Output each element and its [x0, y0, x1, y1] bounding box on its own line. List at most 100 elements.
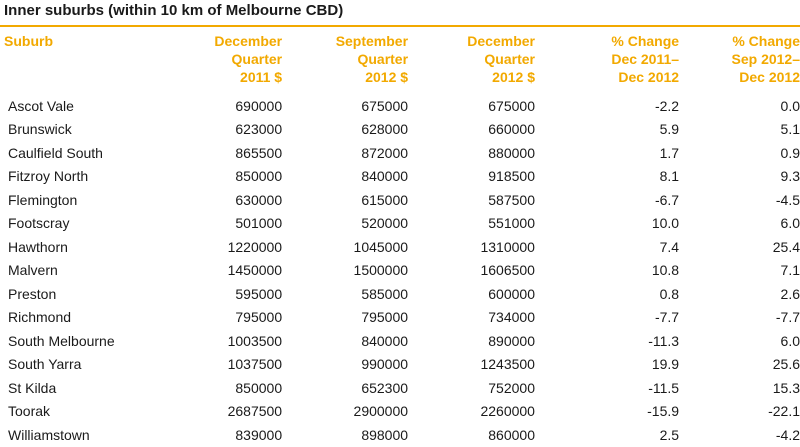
value-cell: 1003500	[227, 332, 283, 349]
table-row: Williamstown 839000 898000 860000 2.5 -4.2	[0, 423, 800, 447]
table-row: Malvern 1450000 1500000 1606500 10.8 7.1	[0, 259, 800, 283]
value-cell: -4.5	[775, 191, 800, 208]
suburb-cell: Ascot Vale	[8, 97, 74, 114]
suburb-cell: Preston	[8, 285, 57, 302]
value-cell: 690000	[235, 97, 283, 114]
value-cell: 1243500	[480, 356, 535, 373]
value-cell: 860000	[488, 426, 535, 443]
value-cell: 19.9	[651, 356, 680, 373]
value-cell: 839000	[235, 426, 283, 443]
suburb-cell: Caulfield South	[8, 144, 103, 161]
value-cell: 9.3	[780, 168, 800, 185]
value-cell: -4.2	[775, 426, 800, 443]
table-row: South Melbourne 1003500 840000 890000 -11.3 6…	[0, 329, 800, 353]
suburb-cell: Fitzroy North	[8, 168, 89, 185]
value-cell: 10.8	[651, 262, 680, 279]
value-cell: 5.1	[780, 121, 800, 138]
value-cell: 734000	[488, 309, 535, 326]
suburb-cell: St Kilda	[8, 379, 57, 396]
table-row: Caulfield South 865500 872000 880000 1.7 0.9	[0, 141, 800, 165]
value-cell: 1310000	[480, 238, 535, 255]
value-cell: -6.7	[654, 191, 680, 208]
value-cell: 0.8	[659, 285, 680, 302]
value-cell: 660000	[488, 121, 535, 138]
suburb-cell: Footscray	[8, 215, 70, 232]
header-line: 2012 $	[492, 69, 535, 85]
value-cell: 520000	[361, 215, 409, 232]
value-cell: 795000	[235, 309, 283, 326]
value-cell: 7.1	[780, 262, 800, 279]
header-line: September	[335, 33, 409, 49]
value-cell: -11.5	[648, 379, 680, 396]
value-cell: 551000	[488, 215, 535, 232]
header-dec-2011: December Quarter 2011 $	[171, 32, 282, 94]
value-cell: 630000	[235, 191, 283, 208]
value-cell: 880000	[488, 144, 535, 161]
value-cell: 872000	[361, 144, 409, 161]
table-row: Fitzroy North 850000 840000 918500 8.1 9.3	[0, 165, 800, 189]
value-cell: 15.3	[772, 379, 800, 396]
value-cell: 0.9	[780, 144, 800, 161]
value-cell: 8.1	[659, 168, 680, 185]
header-line: % Change	[732, 33, 800, 49]
table-row: Preston 595000 585000 600000 0.8 2.6	[0, 282, 800, 306]
value-cell: 615000	[361, 191, 409, 208]
value-cell: -11.3	[648, 332, 680, 349]
title-rule	[0, 25, 800, 27]
header-line: Dec 2012	[618, 69, 680, 85]
header-sep-2012: September Quarter 2012 $	[282, 32, 408, 94]
header-suburb: Suburb	[0, 32, 171, 94]
value-cell: 840000	[361, 168, 409, 185]
value-cell: 850000	[235, 379, 283, 396]
value-cell: 595000	[235, 285, 283, 302]
value-cell: 840000	[361, 332, 409, 349]
value-cell: -22.1	[768, 403, 800, 420]
suburb-cell: Williamstown	[8, 426, 90, 443]
value-cell: 5.9	[659, 121, 680, 138]
header-line: Quarter	[357, 51, 409, 67]
value-cell: 652300	[361, 379, 409, 396]
header-line: Quarter	[231, 51, 283, 67]
value-cell: 628000	[361, 121, 409, 138]
value-cell: 1220000	[227, 238, 283, 255]
table-row: Ascot Vale 690000 675000 675000 -2.2 0.0	[0, 94, 800, 118]
header-line: December	[214, 33, 283, 49]
value-cell: 6.0	[780, 215, 800, 232]
header-line: December	[467, 33, 535, 49]
header-line: % Change	[611, 33, 680, 49]
value-cell: 2260000	[480, 403, 535, 420]
suburb-cell: Flemington	[8, 191, 78, 208]
suburb-cell: Toorak	[8, 403, 51, 420]
value-cell: 0.0	[780, 97, 800, 114]
header-line: Quarter	[484, 51, 535, 67]
value-cell: 850000	[235, 168, 283, 185]
suburb-cell: South Melbourne	[8, 332, 115, 349]
value-cell: 752000	[488, 379, 535, 396]
table-row: Toorak 2687500 2900000 2260000 -15.9 -22.1	[0, 400, 800, 424]
value-cell: 25.4	[772, 238, 800, 255]
value-cell: 1045000	[353, 238, 409, 255]
value-cell: 1500000	[353, 262, 409, 279]
table-row: St Kilda 850000 652300 752000 -11.5 15.3	[0, 376, 800, 400]
header-line: 2012 $	[365, 69, 409, 85]
value-cell: 623000	[235, 121, 283, 138]
header-change-annual: % Change Dec 2011– Dec 2012	[535, 32, 679, 94]
header-dec-2012: December Quarter 2012 $	[408, 32, 535, 94]
table-title: Inner suburbs (within 10 km of Melbourne…	[4, 2, 344, 19]
value-cell: 795000	[361, 309, 409, 326]
value-cell: 1450000	[227, 262, 283, 279]
value-cell: 10.0	[651, 215, 680, 232]
suburb-cell: Hawthorn	[8, 238, 68, 255]
value-cell: 2900000	[353, 403, 409, 420]
value-cell: 6.0	[780, 332, 800, 349]
suburb-cell: Malvern	[8, 262, 58, 279]
suburb-cell: Brunswick	[8, 121, 72, 138]
value-cell: 2.5	[659, 426, 680, 443]
value-cell: 7.4	[659, 238, 680, 255]
table-row: Hawthorn 1220000 1045000 1310000 7.4 25.4	[0, 235, 800, 259]
table-row: South Yarra 1037500 990000 1243500 19.9 25.6	[0, 353, 800, 377]
header-row: Suburb December Quarter 2011 $ September…	[0, 32, 800, 94]
value-cell: 25.6	[772, 356, 800, 373]
value-cell: 675000	[488, 97, 535, 114]
table-row: Footscray 501000 520000 551000 10.0 6.0	[0, 212, 800, 236]
